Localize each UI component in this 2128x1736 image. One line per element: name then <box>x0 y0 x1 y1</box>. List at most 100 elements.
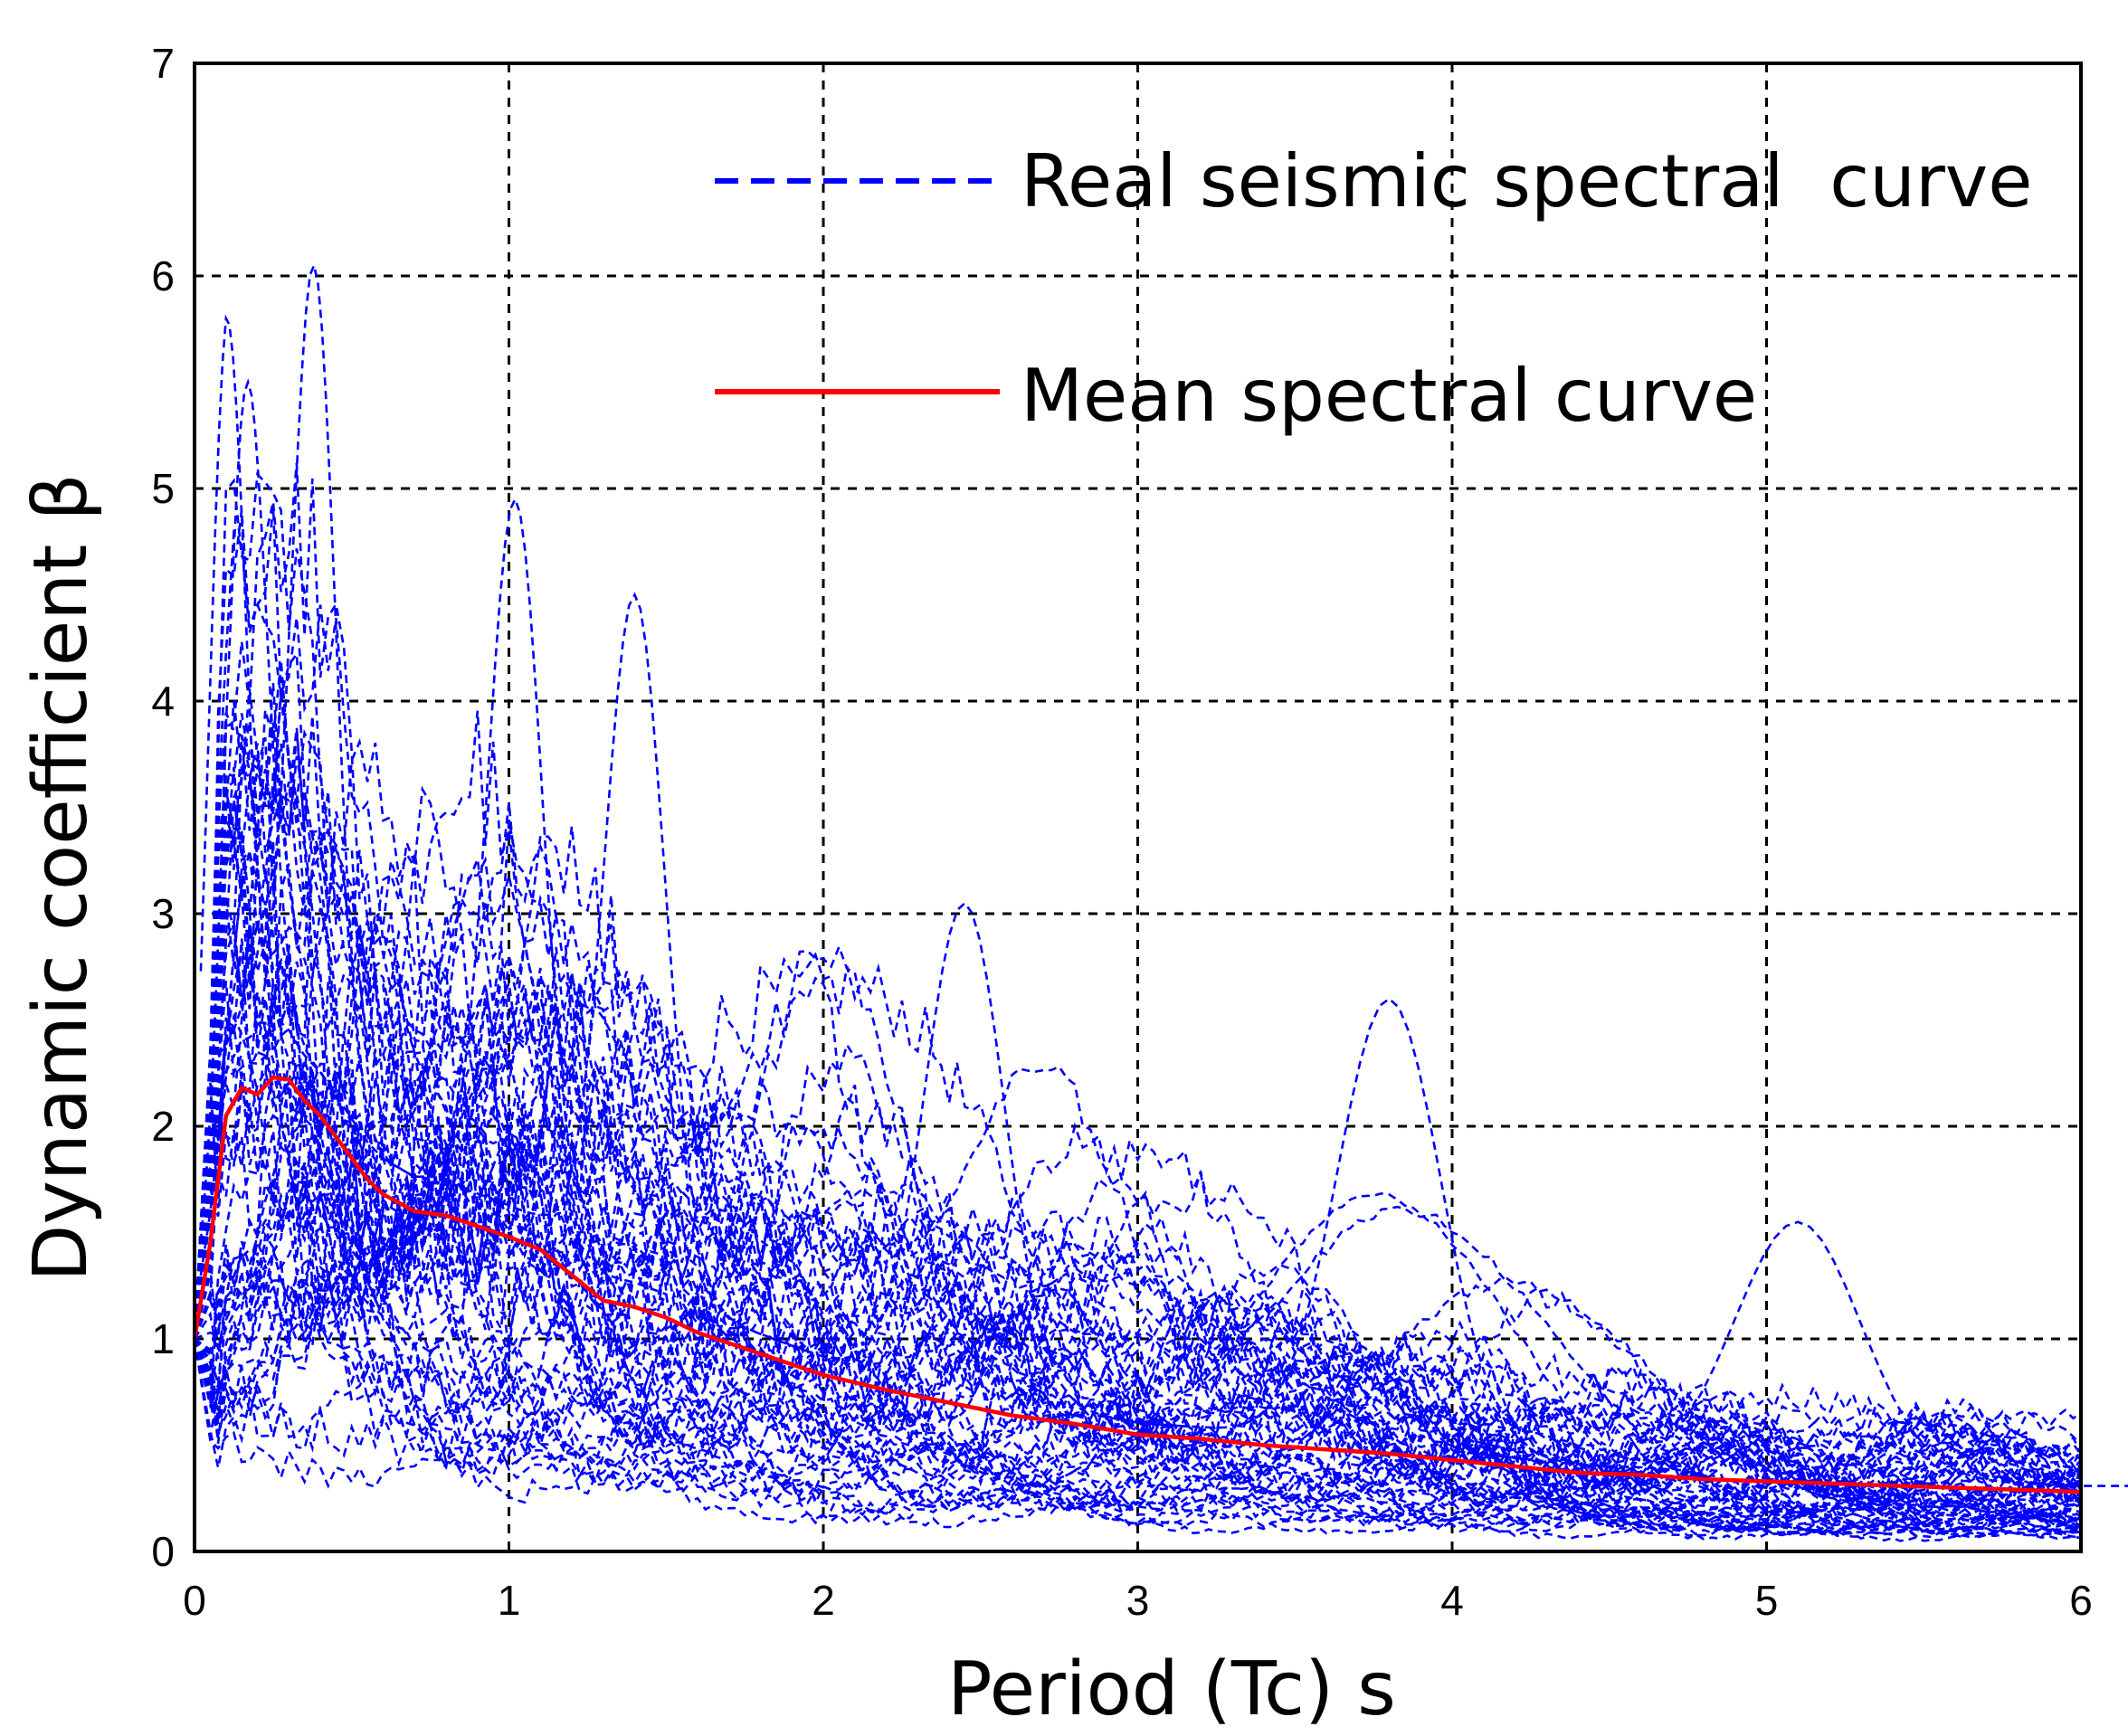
real-spectral-peak <box>199 261 434 1276</box>
real-spectral-curve <box>193 1181 2082 1542</box>
mean-spectral-curve-layer <box>192 1075 2083 1494</box>
mean-curve-point <box>1828 1482 1831 1485</box>
mean-curve-point <box>885 1388 888 1391</box>
mean-curve-point <box>1262 1444 1265 1447</box>
mean-curve-point <box>1702 1477 1705 1481</box>
real-spectral-curve <box>193 604 2082 1500</box>
real-spectral-peak <box>199 378 358 1243</box>
real-spectral-curve <box>193 1085 2082 1539</box>
real-spectral-curve <box>193 790 2083 1506</box>
y-tick-label: 1 <box>151 1315 175 1362</box>
x-tick-label: 3 <box>1126 1577 1150 1624</box>
mean-curve-point <box>303 1099 307 1103</box>
real-spectral-peak <box>463 592 806 1352</box>
real-spectral-curve <box>193 1205 2082 1537</box>
mean-curve-point <box>271 1076 275 1079</box>
real-spectral-curve <box>193 1086 2082 1534</box>
x-tick-label: 0 <box>183 1577 206 1624</box>
mean-curve-point <box>1011 1414 1013 1418</box>
legend-mean-label: Mean spectral curve <box>1021 354 1757 438</box>
mean-curve-point <box>1450 1458 1454 1462</box>
mean-curve-point <box>382 1192 385 1196</box>
mean-curve-point <box>366 1178 369 1181</box>
y-tick-label: 2 <box>151 1103 175 1150</box>
mean-curve-point <box>1325 1447 1328 1451</box>
x-tick-label: 4 <box>1440 1577 1464 1624</box>
mean-curve-point <box>224 1114 228 1117</box>
y-tick-label: 5 <box>151 465 175 512</box>
real-spectral-curve <box>193 946 2083 1508</box>
real-spectral-curve <box>193 1191 2082 1539</box>
real-spectral-peak <box>362 496 668 1296</box>
mean-curve-point <box>1073 1422 1077 1426</box>
mean-curve-point <box>602 1299 605 1303</box>
real-spectral-curve <box>194 1019 2082 1530</box>
mean-curve-point <box>1136 1433 1139 1437</box>
x-tick-label: 6 <box>2069 1577 2093 1624</box>
mean-curve-point <box>208 1241 212 1245</box>
real-spectral-curve <box>193 852 2082 1519</box>
real-spectral-curve <box>193 767 2082 1493</box>
mean-curve-point <box>759 1352 762 1355</box>
real-spectral-curve <box>193 682 2083 1505</box>
mean-curve-point <box>1199 1437 1202 1440</box>
real-spectral-peak <box>1440 1220 2128 1487</box>
real-spectral-curve <box>193 712 2083 1496</box>
y-tick-label: 6 <box>151 252 175 299</box>
mean-curve-point <box>1765 1480 1768 1483</box>
x-axis-title: Period (Tc) s <box>947 1646 1396 1732</box>
mean-curve-point <box>256 1093 259 1096</box>
y-axis-title: Dynamic coefficient β <box>18 473 104 1282</box>
mean-curve-point <box>1576 1471 1580 1475</box>
real-spectral-curve <box>193 829 2082 1515</box>
mean-curve-point <box>1388 1452 1391 1456</box>
real-spectral-curve <box>193 716 2082 1502</box>
mean-curve-point <box>696 1331 699 1334</box>
mean-curve-point <box>444 1214 448 1218</box>
x-tick-label: 2 <box>812 1577 835 1624</box>
real-spectral-curve <box>193 743 2082 1514</box>
x-tick-label: 5 <box>1755 1577 1779 1624</box>
mean-curve-point <box>508 1235 510 1238</box>
mean-curve-point <box>476 1225 480 1228</box>
mean-curve-point <box>570 1274 574 1276</box>
mean-curve-point <box>287 1077 290 1081</box>
real-spectral-curve <box>193 939 2082 1504</box>
mean-curve-point <box>1639 1473 1642 1476</box>
real-spectral-peak <box>199 314 333 1090</box>
real-spectral-curve <box>193 1187 2082 1532</box>
real-spectral-curve <box>194 1136 2082 1532</box>
mean-curve-point <box>2017 1488 2019 1492</box>
mean-curve-point <box>350 1156 354 1160</box>
mean-curve-point <box>947 1401 951 1404</box>
real-spectral-curve <box>193 1338 2082 1539</box>
real-spectral-curve <box>193 506 2082 1502</box>
real-spectral-curve <box>193 735 2083 1502</box>
legend-real-label: Real seismic spectral curve <box>1021 139 2032 223</box>
real-seismic-spectral-curves <box>193 261 2128 1542</box>
y-tick-label: 3 <box>151 890 175 937</box>
y-tick-label: 7 <box>151 40 175 87</box>
y-tick-label: 0 <box>151 1528 175 1575</box>
mean-curve-point <box>1514 1465 1516 1468</box>
mean-curve-point <box>1953 1486 1957 1489</box>
mean-curve-point <box>538 1247 542 1251</box>
mean-curve-point <box>664 1316 668 1319</box>
real-spectral-curve <box>193 981 2082 1523</box>
mean-curve-point <box>1891 1484 1894 1487</box>
real-spectral-curve <box>193 1085 2082 1525</box>
mean-curve-point <box>633 1305 636 1309</box>
legend: Real seismic spectral curve Mean spectra… <box>715 139 2032 438</box>
real-spectral-curve <box>193 722 2082 1508</box>
real-spectral-curve <box>193 954 2082 1522</box>
y-tick-label: 4 <box>151 678 175 725</box>
real-spectral-curve <box>193 785 2083 1498</box>
mean-curve-point <box>318 1114 322 1117</box>
x-tick-label: 1 <box>498 1577 521 1624</box>
ticks: 0 1 2 3 4 5 6 0 1 2 3 4 5 6 7 <box>151 40 2092 1624</box>
real-spectral-curve <box>193 815 2082 1507</box>
real-spectral-curve <box>193 1278 2082 1536</box>
mean-curve-point <box>334 1135 337 1139</box>
plot-frame <box>193 62 2083 1553</box>
